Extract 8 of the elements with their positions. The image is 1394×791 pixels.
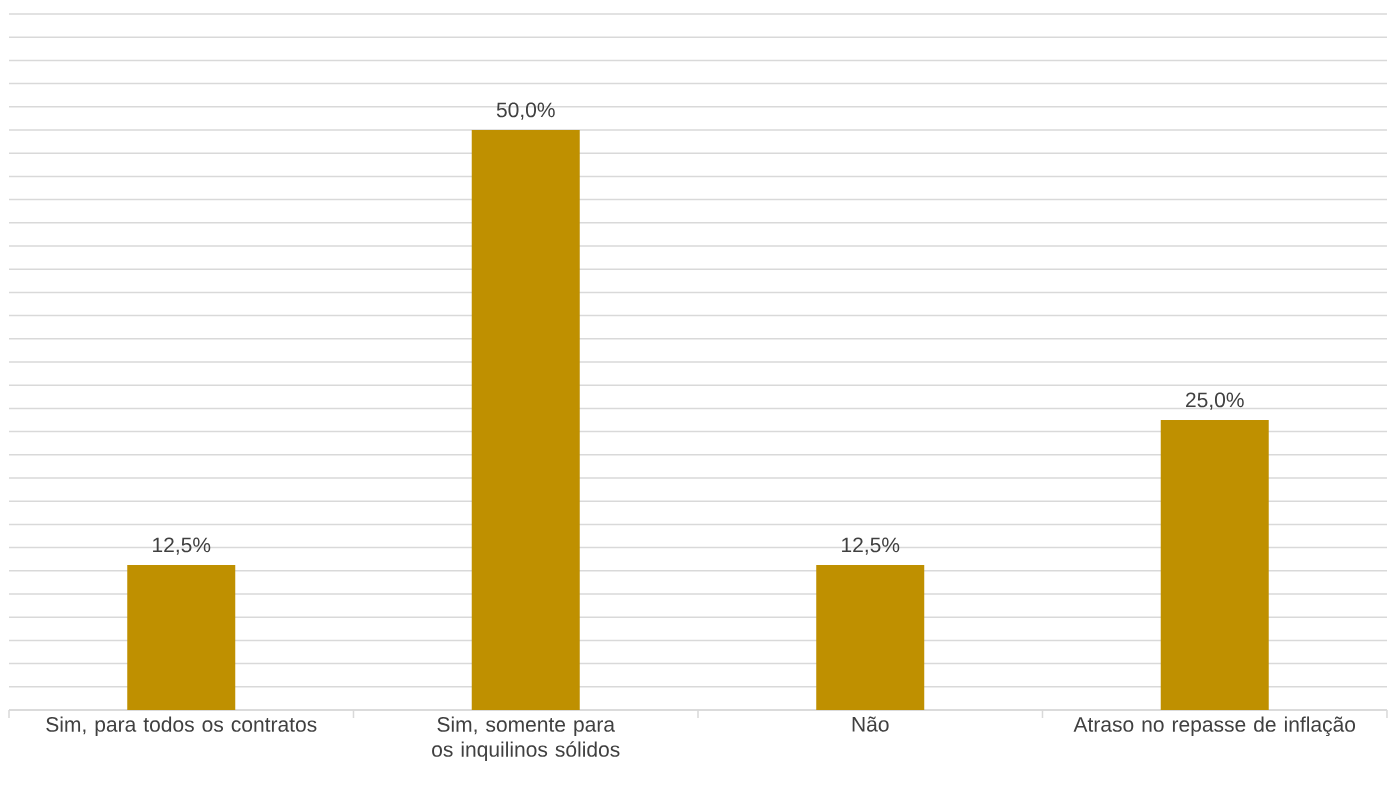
x-tick-label: Sim, para todos os contratos xyxy=(46,716,317,737)
data-label: 25,0% xyxy=(1186,392,1244,410)
x-tick-label: Não xyxy=(852,716,889,732)
x-tick-label: Sim, somente para os inquilinos sólidos xyxy=(432,716,620,762)
data-label: 50,0% xyxy=(496,102,555,120)
data-label: 12,5% xyxy=(842,537,900,555)
data-label: 12,5% xyxy=(153,537,211,555)
x-tick-label: Atraso no repasse de inflação xyxy=(1073,716,1356,737)
